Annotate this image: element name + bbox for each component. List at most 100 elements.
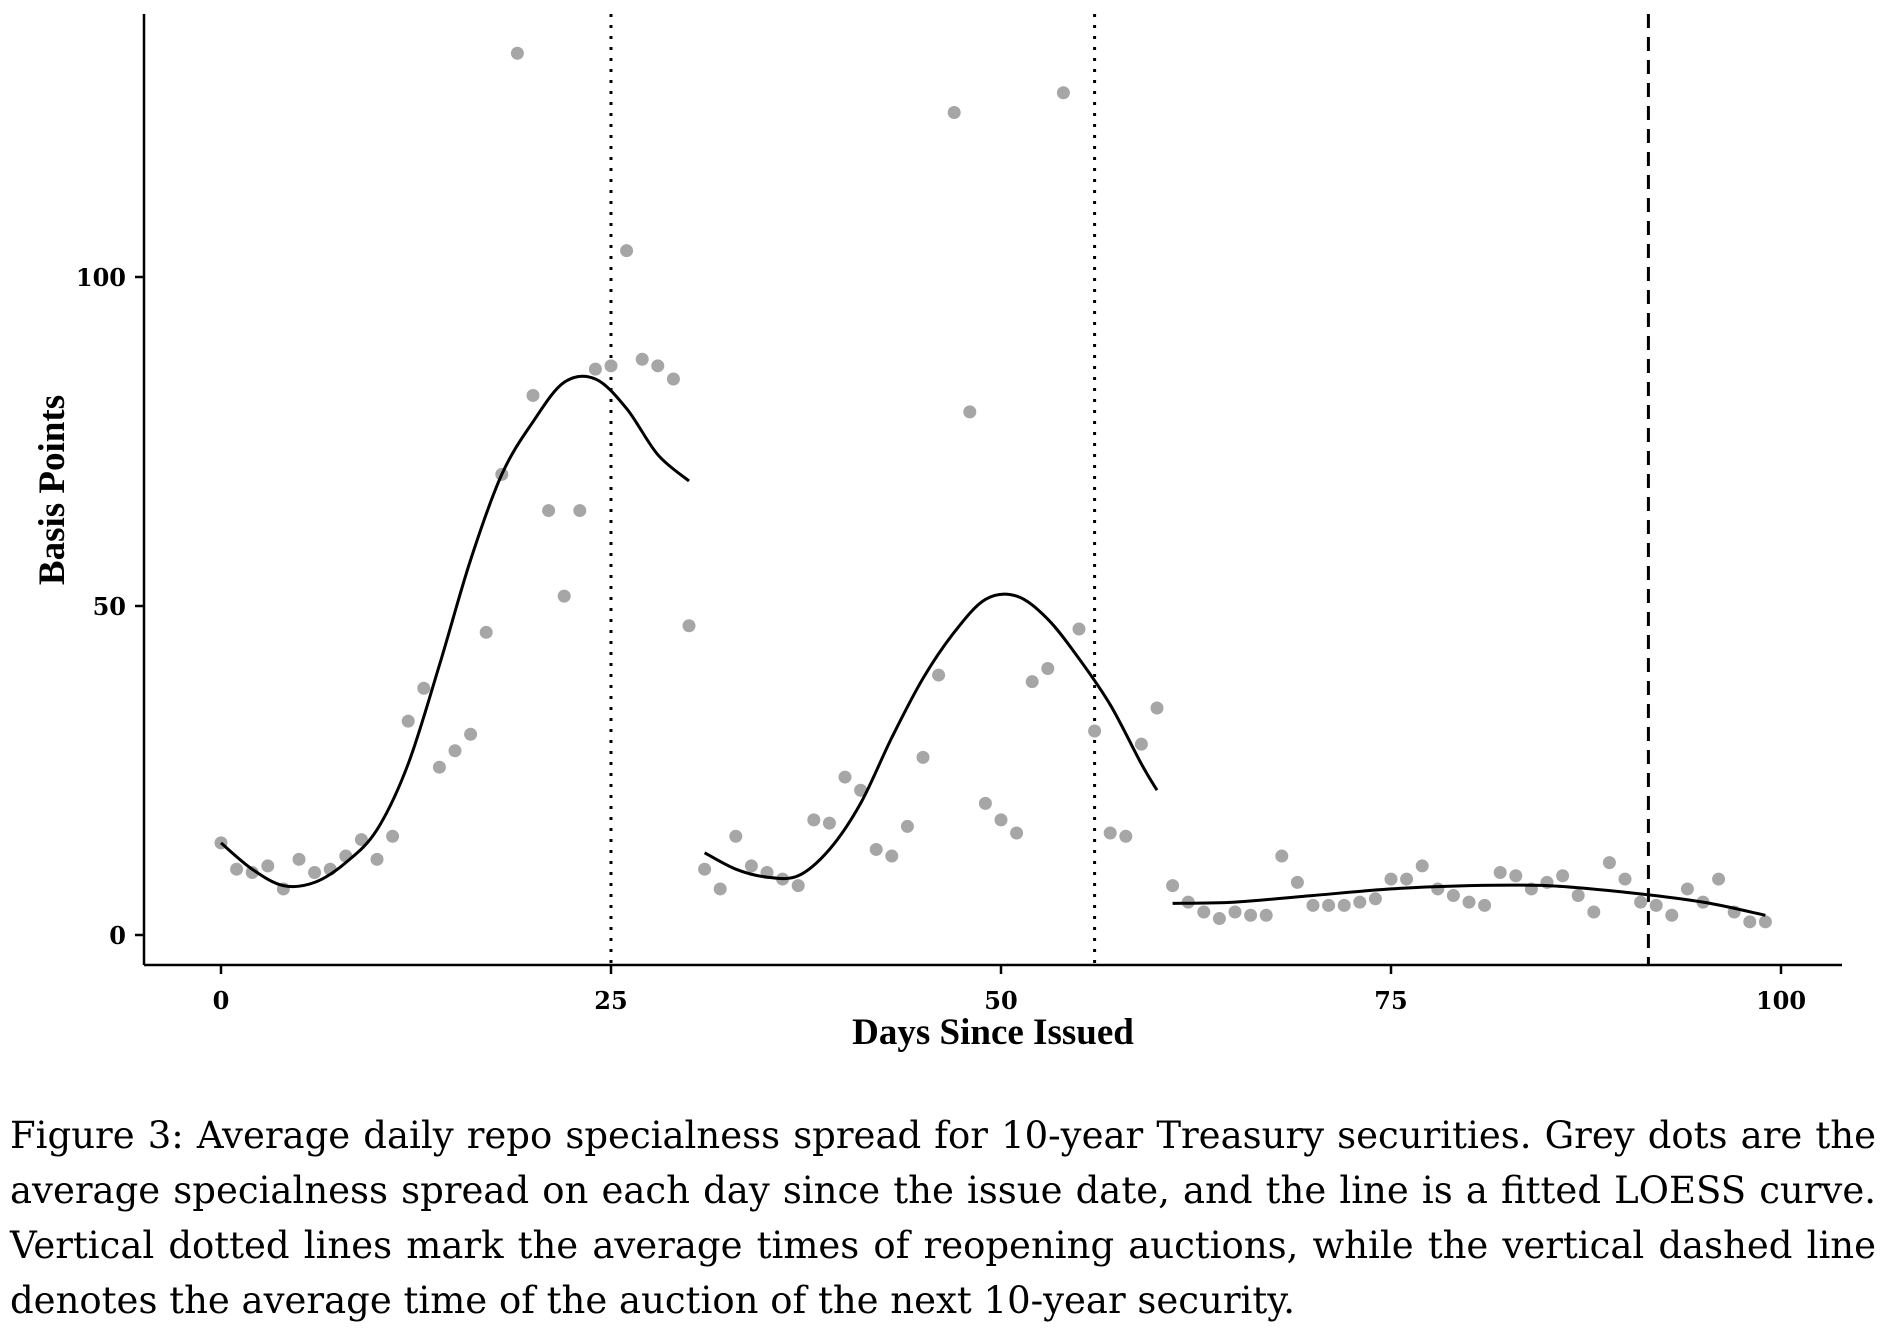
data-point [1337, 898, 1351, 912]
data-point [1306, 898, 1320, 912]
data-point [744, 859, 758, 873]
data-point [1758, 915, 1772, 929]
data-point [1478, 898, 1492, 912]
data-point [604, 359, 618, 373]
data-point [1103, 826, 1117, 840]
data-point [682, 619, 696, 633]
data-point [1665, 908, 1679, 922]
data-point [1462, 895, 1476, 909]
data-point [1322, 898, 1336, 912]
tick-labels: 0 25 50 75 100 0 50 100 [76, 263, 1806, 1015]
data-point [1259, 908, 1273, 922]
data-point [729, 829, 743, 843]
data-point [1649, 898, 1663, 912]
data-point [838, 770, 852, 784]
data-point [417, 681, 431, 695]
x-tick-label-75: 75 [1374, 986, 1407, 1015]
data-point [791, 879, 805, 893]
data-point [1056, 86, 1070, 100]
data-point [542, 504, 556, 518]
data-point [1509, 869, 1523, 883]
data-point [292, 852, 306, 866]
data-point [900, 819, 914, 833]
data-point [1712, 872, 1726, 886]
data-point [869, 842, 883, 856]
axes [135, 14, 1842, 974]
data-point [1556, 869, 1570, 883]
data-point [230, 862, 244, 876]
data-point [1743, 915, 1757, 929]
data-point [1634, 895, 1648, 909]
data-point [932, 668, 946, 682]
data-point [620, 244, 634, 258]
data-point [1384, 872, 1398, 886]
x-tick-label-50: 50 [984, 986, 1017, 1015]
data-point [526, 388, 540, 402]
data-point [1212, 912, 1226, 926]
data-point [1290, 875, 1304, 889]
data-point [963, 405, 977, 419]
data-point [916, 750, 930, 764]
data-point [698, 862, 712, 876]
data-point [370, 852, 384, 866]
data-point [666, 372, 680, 386]
data-point [807, 813, 821, 827]
loess-curve-2 [703, 592, 1159, 881]
data-point [994, 813, 1008, 827]
data-point [854, 783, 868, 797]
scatter-chart: 0 25 50 75 100 0 50 100 Days Since Issued Basis… [32, 14, 1842, 1053]
data-point [479, 625, 493, 639]
data-point [713, 882, 727, 896]
data-point [308, 865, 322, 879]
data-point [1244, 908, 1258, 922]
data-point [1228, 905, 1242, 919]
data-point [401, 714, 415, 728]
x-axis-label: Days Since Issued [852, 1012, 1134, 1053]
data-point [1400, 872, 1414, 886]
data-point [1088, 724, 1102, 738]
y-axis-label: Basis Points [32, 395, 73, 585]
data-point [1197, 905, 1211, 919]
loess-curve-1 [220, 374, 690, 889]
data-point [1415, 859, 1429, 873]
data-point [822, 816, 836, 830]
x-tick-label-25: 25 [594, 986, 627, 1015]
data-point [557, 589, 571, 603]
data-point [245, 865, 259, 879]
data-point [885, 849, 899, 863]
data-point [448, 744, 462, 758]
loess-curve-3 [1172, 883, 1766, 917]
x-tick-label-0: 0 [213, 986, 230, 1015]
data-point [354, 833, 368, 847]
data-point [1353, 895, 1367, 909]
data-point [635, 352, 649, 366]
data-point [1571, 889, 1585, 903]
data-point [1680, 882, 1694, 896]
data-point [1041, 662, 1055, 676]
data-point [1587, 905, 1601, 919]
data-point [1602, 856, 1616, 870]
data-point [651, 359, 665, 373]
loess-curves [220, 374, 1766, 917]
data-point [1275, 849, 1289, 863]
data-point [1072, 622, 1086, 636]
data-point [1618, 872, 1632, 886]
data-point [1368, 892, 1382, 906]
y-tick-label-100: 100 [76, 263, 126, 292]
x-tick-label-100: 100 [1756, 986, 1806, 1015]
data-point [464, 727, 478, 741]
data-point [588, 362, 602, 376]
data-point [1166, 879, 1180, 893]
data-point [1446, 889, 1460, 903]
data-point [573, 504, 587, 518]
data-point [386, 829, 400, 843]
y-tick-label-50: 50 [93, 592, 126, 621]
data-point [510, 46, 524, 60]
figure-caption: Figure 3: Average daily repo specialness… [10, 1114, 1876, 1322]
data-point [978, 796, 992, 810]
data-point [1134, 737, 1148, 751]
data-point [947, 106, 961, 119]
data-point [1025, 675, 1039, 689]
data-points [214, 46, 1772, 929]
data-point [1119, 829, 1133, 843]
